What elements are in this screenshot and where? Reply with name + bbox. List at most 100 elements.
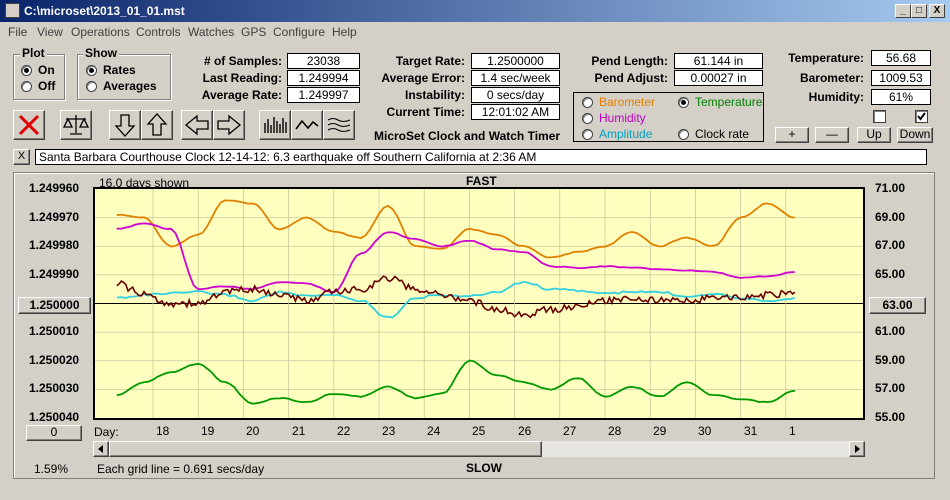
clear-button[interactable] <box>13 110 45 140</box>
move-down-button[interactable] <box>109 110 141 140</box>
plus-button[interactable]: + <box>775 127 809 143</box>
fast-label: FAST <box>466 174 497 188</box>
scroll-left-arrow[interactable] <box>93 441 109 457</box>
y-left-tick-label: 1.250010 <box>29 324 80 338</box>
scroll-left-button[interactable] <box>181 110 213 140</box>
series-line-clock-rate <box>116 275 796 319</box>
grid-note-label: Each grid line = 0.691 secs/day <box>97 462 265 476</box>
pend-length-field[interactable]: 61.144 in <box>674 53 763 69</box>
target-rate-field[interactable]: 1.2500000 <box>471 53 560 69</box>
amplitude-option-label: Amplitude <box>599 127 653 141</box>
maximize-button[interactable]: □ <box>911 4 927 18</box>
plot-group <box>13 54 65 100</box>
bar-graph-button[interactable] <box>259 110 291 140</box>
series-line-barometer <box>116 199 795 259</box>
amplitude-radio[interactable] <box>582 129 593 140</box>
plot-off-radio[interactable] <box>21 81 32 92</box>
y-left-tick-label: 1.249960 <box>29 181 80 195</box>
last-reading-label: Last Reading: <box>202 71 282 85</box>
y-right-tick-label: 65.00 <box>875 267 906 281</box>
clock-rate-option-label: Clock rate <box>695 127 750 141</box>
average-error-field: 1.4 sec/week <box>471 70 560 86</box>
menu-configure[interactable]: Configure <box>273 25 326 39</box>
down-button[interactable]: Down <box>897 127 933 143</box>
menu-view[interactable]: View <box>37 25 63 39</box>
minus-button[interactable]: — <box>815 127 849 143</box>
menu-bar: File View Operations Controls Watches GP… <box>0 22 950 42</box>
arrow-up-icon <box>146 113 168 136</box>
right-value-button[interactable]: 63.00 <box>869 297 926 314</box>
plot-on-radio[interactable] <box>21 65 32 76</box>
wave-graph-icon <box>327 117 351 133</box>
close-button[interactable]: X <box>929 4 945 18</box>
plot-on-label: On <box>38 63 55 77</box>
clock-rate-radio[interactable] <box>678 129 689 140</box>
average-error-label: Average Error: <box>381 71 465 85</box>
menu-file[interactable]: File <box>8 25 28 39</box>
plot-group-label: Plot <box>20 46 47 60</box>
note-close-button[interactable]: X <box>13 149 30 165</box>
line-graph-button[interactable] <box>291 110 323 140</box>
show-rates-radio[interactable] <box>86 65 97 76</box>
barometer-option-label: Barometer <box>599 95 656 109</box>
bar-graph-icon <box>264 117 287 133</box>
instability-label: Instability: <box>404 88 465 102</box>
scroll-right-arrow[interactable] <box>849 441 865 457</box>
y-left-tick-label: 1.250020 <box>29 353 80 367</box>
scroll-right-button[interactable] <box>213 110 245 140</box>
humidity-radio[interactable] <box>582 113 593 124</box>
day-label: Day: <box>94 425 119 439</box>
temperature-field: 56.68 <box>871 50 931 66</box>
option-checkbox-1[interactable] <box>873 110 886 123</box>
y-right-tick-label: 59.00 <box>875 353 906 367</box>
show-rates-label: Rates <box>103 63 136 77</box>
menu-help[interactable]: Help <box>332 25 357 39</box>
menu-gps[interactable]: GPS <box>241 25 267 39</box>
pend-adjust-field: 0.00027 in <box>674 70 763 86</box>
menu-operations[interactable]: Operations <box>71 25 130 39</box>
barometer-radio[interactable] <box>582 97 593 108</box>
left-value-button[interactable]: 1.250000 <box>18 297 91 314</box>
scrollbar-thumb[interactable] <box>109 441 542 457</box>
y-right-tick-label: 71.00 <box>875 181 906 195</box>
x-tick-label: 1 <box>789 424 796 438</box>
pend-length-label: Pend Length: <box>591 54 668 68</box>
x-tick-label: 30 <box>698 424 712 438</box>
last-reading-field: 1.249994 <box>287 70 360 86</box>
pend-adjust-label: Pend Adjust: <box>594 71 668 85</box>
option-checkbox-2[interactable] <box>915 110 928 123</box>
menu-watches[interactable]: Watches <box>188 25 235 39</box>
samples-label: # of Samples: <box>203 54 282 68</box>
minimize-button[interactable]: _ <box>895 4 911 18</box>
checkmark-icon <box>917 112 926 121</box>
series-line-amplitude <box>116 280 796 319</box>
x-tick-label: 18 <box>156 424 170 438</box>
y-right-tick-label: 69.00 <box>875 210 906 224</box>
temperature-option-label: Temperature <box>695 95 763 109</box>
balance-button[interactable] <box>60 110 92 140</box>
target-rate-label: Target Rate: <box>395 54 465 68</box>
red-x-icon <box>18 114 40 136</box>
title-bar <box>0 0 950 22</box>
x-tick-label: 28 <box>608 424 622 438</box>
series-line-temperature <box>116 359 795 405</box>
average-rate-field: 1.249997 <box>287 87 360 103</box>
up-button[interactable]: Up <box>857 127 891 143</box>
slow-label: SLOW <box>466 461 502 475</box>
x-tick-label: 22 <box>337 424 351 438</box>
barometer-label: Barometer: <box>799 71 864 85</box>
temperature-radio[interactable] <box>678 97 689 108</box>
move-up-button[interactable] <box>141 110 173 140</box>
temperature-label: Temperature: <box>788 51 864 65</box>
plot-off-label: Off <box>38 79 56 93</box>
y-left-tick-label: 1.249970 <box>29 210 80 224</box>
wave-graph-button[interactable] <box>323 110 355 140</box>
note-field[interactable]: Santa Barbara Courthouse Clock 12-14-12:… <box>35 149 927 165</box>
show-averages-radio[interactable] <box>86 81 97 92</box>
zero-button[interactable]: 0 <box>26 425 82 441</box>
menu-controls[interactable]: Controls <box>136 25 181 39</box>
x-tick-label: 27 <box>563 424 577 438</box>
arrow-right-icon <box>217 114 242 136</box>
x-tick-label: 20 <box>246 424 260 438</box>
humidity-label: Humidity: <box>808 90 864 104</box>
